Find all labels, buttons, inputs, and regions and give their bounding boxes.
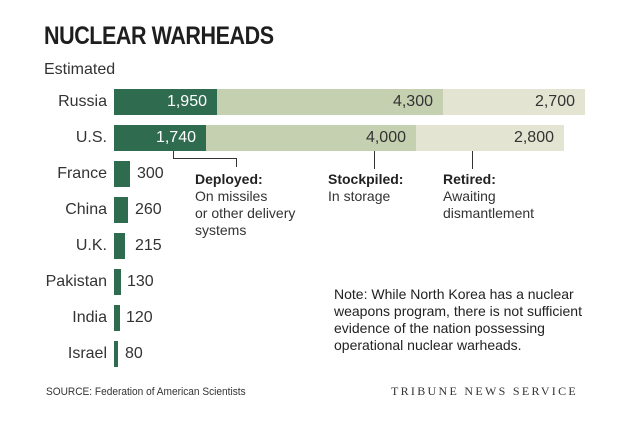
- annotation-retired: Retired: Awaiting dismantlement: [443, 171, 534, 222]
- segment-stockpiled-russia: 4,300: [217, 89, 443, 115]
- value-india: 120: [126, 309, 153, 326]
- bar-us: 2,800 4,000 1,740: [114, 125, 564, 151]
- segment-retired-russia: 2,700: [443, 89, 585, 115]
- chart-title: NUCLEAR WARHEADS: [44, 22, 274, 50]
- annotation-retired-body: Awaiting dismantlement: [443, 188, 535, 221]
- country-label-israel: Israel: [67, 345, 107, 362]
- leader-line-deployed-v: [236, 158, 237, 167]
- leader-line-retired: [472, 151, 473, 169]
- country-label-china: China: [65, 201, 107, 218]
- annotation-stockpiled-body: In storage: [328, 188, 391, 204]
- leader-line-stockpiled: [374, 151, 375, 169]
- bar-france: [114, 161, 130, 187]
- source-text: SOURCE: Federation of American Scientist…: [46, 386, 246, 398]
- segment-retired-us: 2,800: [416, 125, 564, 151]
- leader-line-deployed-h: [173, 158, 237, 159]
- value-china: 260: [135, 201, 162, 218]
- annotation-stockpiled: Stockpiled: In storage: [328, 171, 403, 205]
- chart-subtitle: Estimated: [44, 61, 116, 78]
- bar-pakistan: [114, 269, 121, 295]
- credit-text: TRIBUNE NEWS SERVICE: [391, 384, 579, 398]
- bar-india: [114, 305, 120, 331]
- country-label-india: India: [72, 309, 107, 326]
- note-text: Note: While North Korea has a nuclear we…: [334, 286, 582, 353]
- value-uk: 215: [135, 237, 162, 254]
- annotation-retired-head: Retired:: [443, 171, 496, 187]
- bar-uk: [114, 233, 125, 259]
- country-label-us: U.S.: [75, 129, 107, 146]
- bar-russia: 2,700 4,300 1,950: [114, 89, 585, 115]
- country-label-russia: Russia: [58, 93, 107, 110]
- country-label-pakistan: Pakistan: [45, 273, 107, 290]
- bar-israel: [114, 341, 118, 367]
- segment-deployed-russia: 1,950: [114, 89, 217, 115]
- annotation-deployed: Deployed: On missiles or other delivery …: [195, 171, 295, 239]
- value-pakistan: 130: [127, 273, 154, 290]
- segment-stockpiled-us: 4,000: [206, 125, 416, 151]
- country-label-france: France: [57, 165, 107, 182]
- country-label-uk: U.K.: [75, 237, 107, 254]
- value-israel: 80: [125, 345, 143, 362]
- leader-line-deployed: [173, 151, 174, 159]
- annotation-deployed-body: On missiles or other delivery systems: [195, 188, 296, 238]
- bar-china: [114, 197, 128, 223]
- annotation-stockpiled-head: Stockpiled:: [328, 171, 404, 187]
- value-france: 300: [137, 165, 164, 182]
- annotation-deployed-head: Deployed:: [195, 171, 263, 187]
- segment-deployed-us: 1,740: [114, 125, 206, 151]
